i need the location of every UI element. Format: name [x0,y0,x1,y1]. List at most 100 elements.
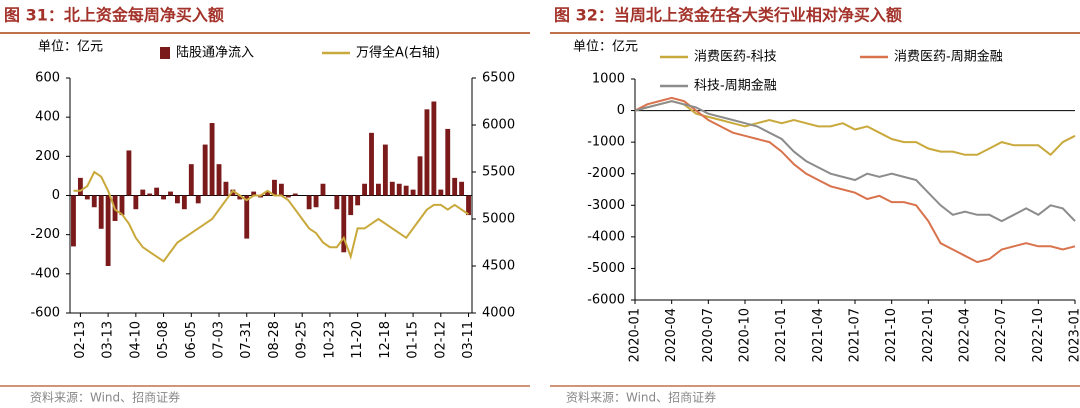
bar [147,193,153,196]
y2-tick-label: 5500 [482,165,515,180]
x-tick-label: 2020-04 [664,308,679,362]
source: 资料来源：Wind、招商证券 [30,390,180,405]
legend-label: 陆股通净流入 [176,45,254,61]
x-tick-label: 2022-07 [994,308,1009,362]
bar [438,189,444,196]
bar [445,128,451,196]
bar [355,195,361,206]
y-tick-label: 0 [52,188,60,203]
bar [216,164,222,196]
bar [285,195,291,198]
y-tick-label: -6000 [587,293,625,308]
x-tick-label: 03-13 [101,321,116,359]
x-tick-label: 2020-01 [628,308,643,362]
x-tick-label: 2021-07 [848,308,863,362]
bar [292,193,298,196]
y2-tick-label: 6500 [482,71,515,86]
legend-swatch [160,47,170,59]
x-tick-label: 11-20 [350,321,365,359]
x-tick-label: 12-18 [378,321,393,359]
bar [452,177,458,196]
bar [140,189,146,196]
x-tick-label: 2022-01 [921,308,936,362]
chart-title: 图 32：当周北上资金在各大类行业相对净买入额 [554,6,902,25]
y-tick-label: -5000 [587,261,625,276]
y-tick-label: 600 [35,71,60,86]
x-tick-label: 10-23 [322,321,337,359]
series-line [634,100,1076,223]
bar [154,187,160,196]
source: 资料来源：Wind、招商证券 [566,390,716,405]
bar [230,189,236,196]
y-tick-label: -1000 [587,135,625,150]
bar [431,101,437,196]
bar [376,183,381,196]
bar [410,189,416,196]
x-tick-label: 2021-04 [811,308,826,362]
bar [362,183,367,196]
x-tick-label: 05-08 [156,321,171,359]
bar [237,195,243,200]
bar [161,195,166,200]
bar [272,179,277,196]
bar [209,123,215,196]
x-tick-label: 09-25 [295,321,310,359]
y-tick-label: 200 [35,149,60,164]
y-tick-label: 0 [617,103,625,118]
y-tick-label: -3000 [587,198,625,213]
bar [306,195,312,210]
bar [175,195,180,204]
y-tick-label: 400 [35,110,60,125]
bar [320,183,326,196]
series-line [73,170,470,263]
bar [244,195,250,239]
bar [181,195,187,210]
legend-label: 科技-周期金融 [694,78,777,94]
y2-tick-label: 6000 [482,118,515,133]
y2-tick-label: 4500 [482,259,515,274]
bar [265,191,270,196]
bar [98,195,104,229]
bar [223,181,229,196]
bar [84,195,90,200]
x-tick-label: 2021-01 [774,308,789,362]
bar [403,185,409,196]
x-tick-label: 2022-10 [1031,308,1046,362]
y-tick-label: -2000 [587,166,625,181]
bar [188,164,194,196]
bar [168,191,173,196]
bar [119,195,125,216]
legend-label: 消费医药-科技 [694,50,777,65]
x-tick-label: 07-03 [212,321,227,359]
series-line [634,96,1076,264]
bar [466,195,471,216]
y2-tick-label: 5000 [482,212,515,227]
y-tick-label: -4000 [587,229,625,244]
x-tick-label: 06-05 [184,321,199,359]
x-tick-label: 03-11 [461,321,476,359]
legend-label: 消费医药-周期金融 [894,49,1003,65]
bar [389,181,395,196]
bar [341,195,347,253]
y2-tick-label: 4000 [482,306,515,321]
x-tick-label: 07-31 [239,321,254,359]
x-tick-label: 02-13 [73,321,88,359]
bar [278,183,284,196]
bar [91,195,97,208]
bar [71,195,76,247]
legend-label: 万得全A(右轴) [356,45,440,61]
x-tick-label: 2023-01 [1068,308,1080,362]
unit-label: 单位：亿元 [573,40,638,55]
x-tick-label: 2020-10 [738,308,753,362]
x-tick-label: 2020-07 [701,308,716,362]
x-tick-label: 08-28 [267,321,282,359]
bar [195,195,201,204]
bar [459,181,465,196]
x-tick-label: 01-15 [406,321,421,359]
x-tick-label: 02-12 [433,321,448,359]
bar [334,195,340,210]
bar [313,195,319,208]
bar [369,132,374,196]
chart-title: 图 31：北上资金每周净买入额 [4,6,224,25]
